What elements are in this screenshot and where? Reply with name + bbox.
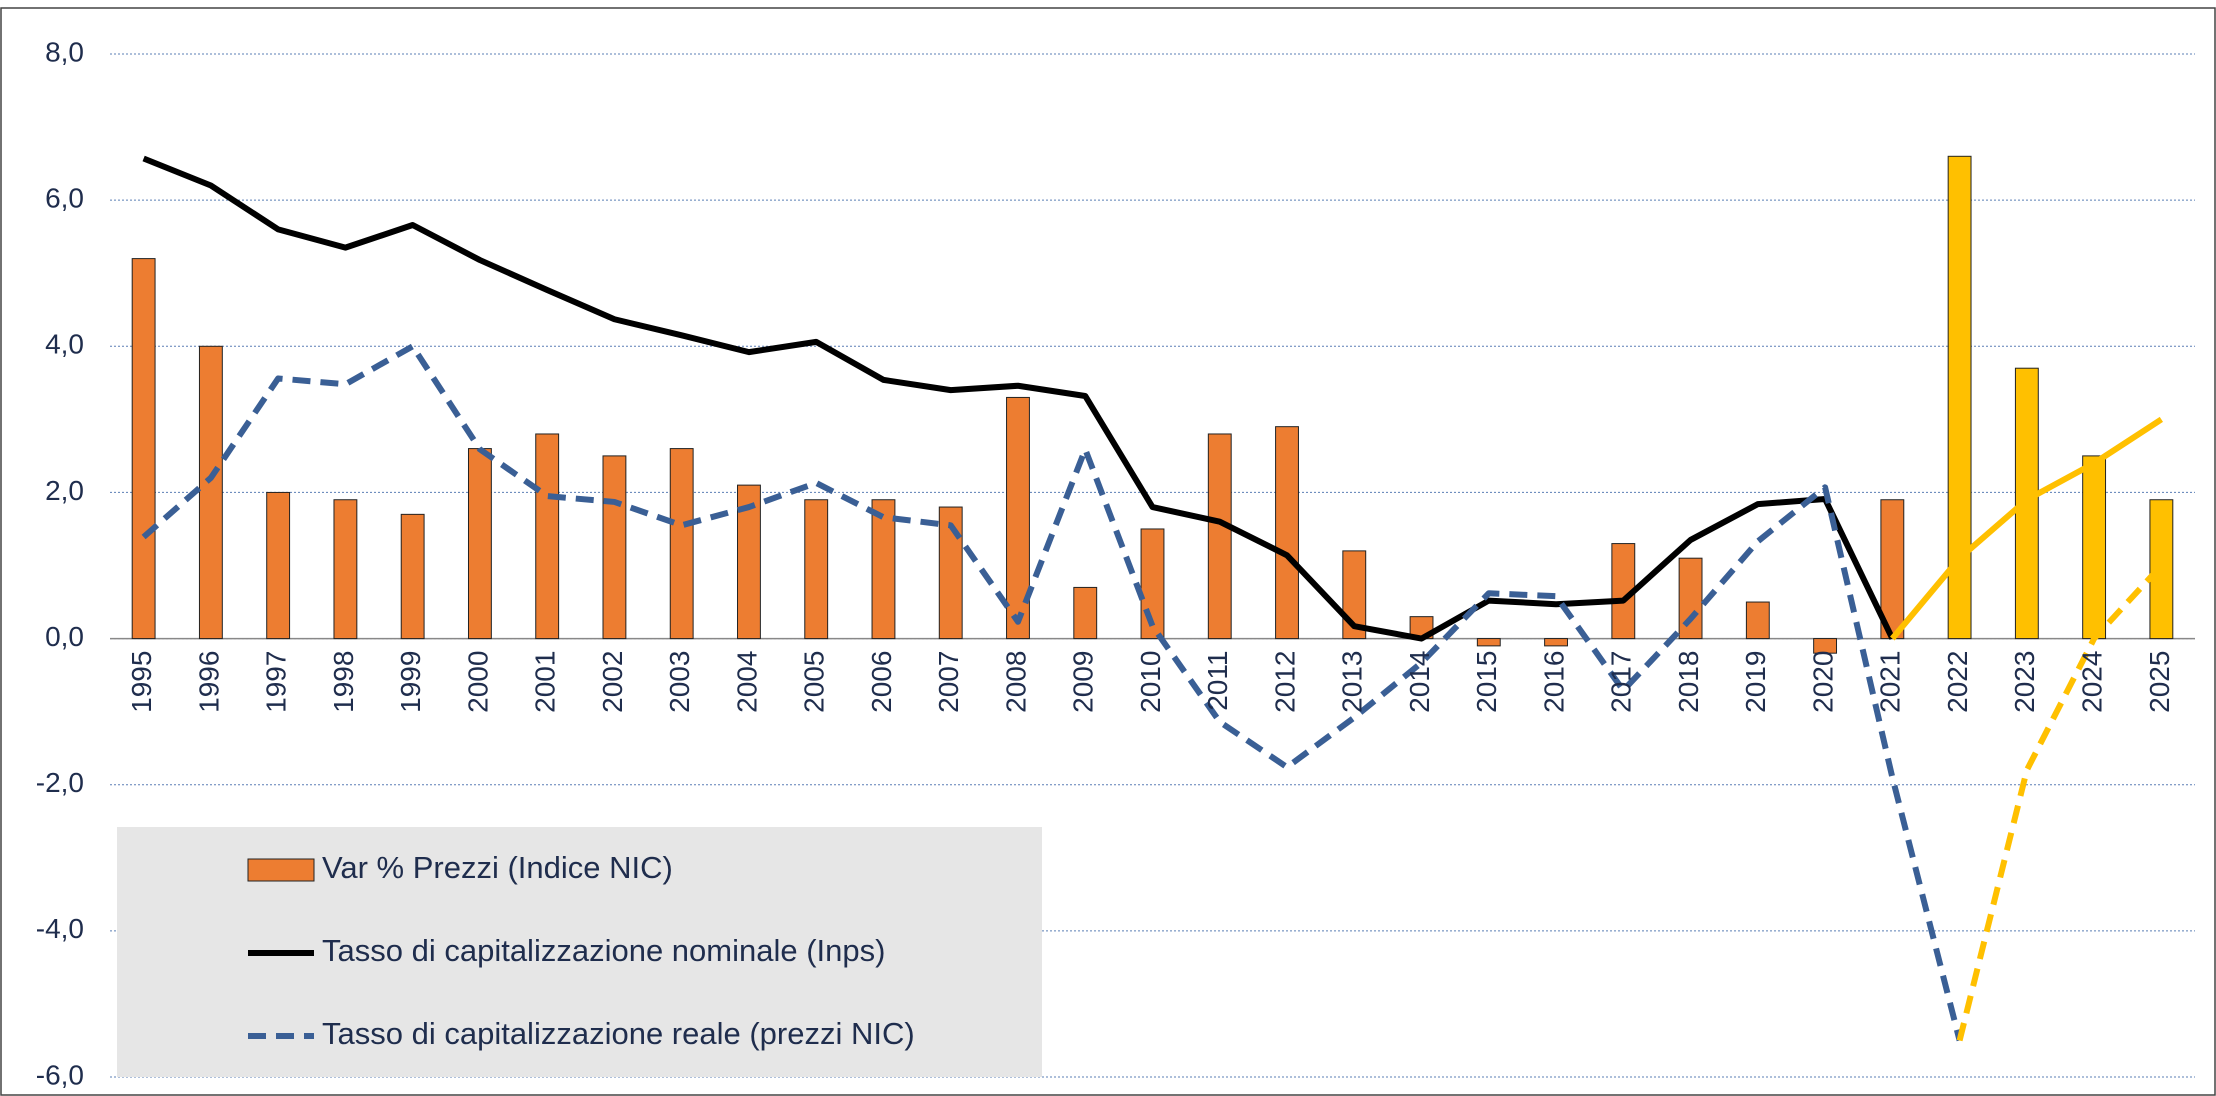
marks bbox=[131, 155, 2174, 1042]
x-tick-label: 2003 bbox=[664, 651, 695, 713]
x-tick-label: 2012 bbox=[1269, 651, 1300, 713]
y-tick-label: 8,0 bbox=[45, 36, 84, 67]
x-tick-label: 2013 bbox=[1337, 651, 1368, 713]
bar bbox=[1745, 601, 1770, 640]
x-tick-label: 2006 bbox=[866, 651, 897, 713]
x-tick-label: 1998 bbox=[328, 651, 359, 713]
x-tick-label: 2022 bbox=[1942, 651, 1973, 713]
x-tick-label: 2024 bbox=[2077, 651, 2108, 713]
bar bbox=[1207, 433, 1232, 640]
legend: Var % Prezzi (Indice NIC) Tasso di capita… bbox=[117, 827, 1042, 1077]
y-tick-label: -2,0 bbox=[36, 767, 84, 798]
x-tick-label: 2025 bbox=[2144, 651, 2175, 713]
x-tick-label: 1995 bbox=[126, 651, 157, 713]
x-tick-label: 2017 bbox=[1606, 651, 1637, 713]
x-tick-label: 1999 bbox=[395, 651, 426, 713]
legend-swatch bbox=[247, 858, 315, 882]
bar bbox=[1073, 586, 1098, 640]
x-tick-label: 2002 bbox=[597, 651, 628, 713]
x-tick-label: 2018 bbox=[1673, 651, 1704, 713]
bar bbox=[1275, 426, 1299, 640]
x-tick-label: 1996 bbox=[193, 651, 224, 713]
forecast-line bbox=[1890, 416, 2164, 641]
bar bbox=[871, 499, 896, 640]
x-tick-label: 2019 bbox=[1740, 651, 1771, 713]
x-tick-label: 2001 bbox=[530, 651, 561, 713]
x-tick-label: 2007 bbox=[933, 651, 964, 713]
x-tick-label: 2021 bbox=[1875, 651, 1906, 713]
x-tick-label: 1997 bbox=[261, 651, 292, 713]
bar bbox=[1813, 638, 1838, 654]
legend-label: Tasso di capitalizzazione nominale (Inps… bbox=[322, 933, 885, 968]
bar bbox=[2082, 455, 2107, 640]
line bbox=[141, 343, 1963, 1042]
legend-label: Tasso di capitalizzazione reale (prezzi … bbox=[322, 1016, 915, 1051]
bar bbox=[198, 345, 223, 640]
y-tick-label: 6,0 bbox=[45, 183, 84, 214]
x-tick-label: 2000 bbox=[462, 651, 493, 713]
bar bbox=[804, 499, 829, 640]
forecast-line bbox=[1956, 563, 2164, 1042]
x-tick-label: 2004 bbox=[731, 651, 762, 713]
y-tick-label: 0,0 bbox=[45, 621, 84, 652]
x-tick-label: 2015 bbox=[1471, 651, 1502, 713]
line bbox=[142, 155, 1896, 642]
bar bbox=[737, 484, 761, 640]
x-tick-label: 2011 bbox=[1202, 651, 1233, 711]
x-tick-label: 2009 bbox=[1068, 651, 1099, 713]
bar bbox=[333, 499, 358, 640]
x-tick-label: 2005 bbox=[799, 651, 830, 713]
x-tick-label: 2008 bbox=[1000, 651, 1031, 713]
x-tick-label: 2023 bbox=[2009, 651, 2040, 713]
bar bbox=[1006, 396, 1030, 640]
x-tick-label: 2016 bbox=[1538, 651, 1569, 713]
y-tick-label: -4,0 bbox=[36, 913, 84, 944]
bar bbox=[1947, 155, 1972, 640]
bar bbox=[602, 455, 627, 640]
x-tick-label: 2020 bbox=[1807, 651, 1838, 713]
bar bbox=[535, 433, 560, 640]
bar bbox=[1678, 557, 1703, 640]
bar bbox=[1544, 638, 1568, 647]
y-tick-label: 4,0 bbox=[45, 329, 84, 360]
legend-label: Var % Prezzi (Indice NIC) bbox=[322, 850, 673, 885]
bar bbox=[1476, 638, 1501, 647]
bar bbox=[938, 506, 963, 640]
chart-border bbox=[0, 7, 2216, 1096]
x-tick-label: 2014 bbox=[1404, 651, 1435, 713]
bar bbox=[669, 448, 694, 640]
bar bbox=[131, 258, 156, 640]
x-tick-label: 2010 bbox=[1135, 651, 1166, 713]
bar bbox=[400, 513, 425, 640]
y-tick-label: 2,0 bbox=[45, 475, 84, 506]
bar bbox=[467, 448, 492, 640]
bar bbox=[2149, 499, 2174, 640]
y-tick-label: -6,0 bbox=[36, 1059, 84, 1090]
bar bbox=[266, 491, 291, 640]
labels: -6,0 -4,0 -2,0 0,0 2,0 4,0 6,0 8,0 1995 1996 1997 1… bbox=[36, 36, 2175, 1090]
